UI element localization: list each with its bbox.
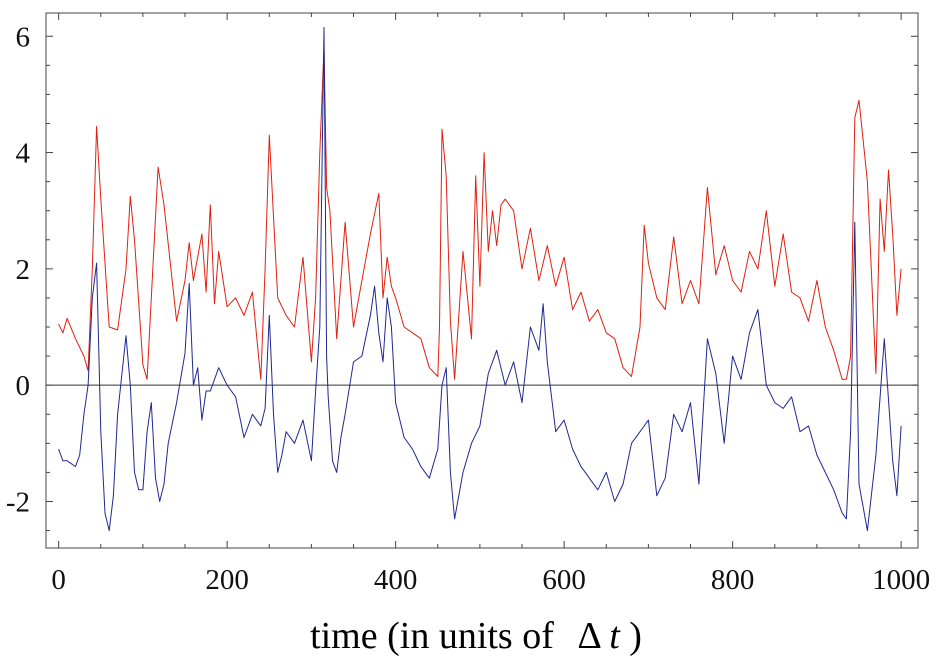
x-tick-label: 1000 — [872, 564, 930, 596]
x-tick-label: 600 — [542, 564, 586, 596]
x-axis-title: time (in units of Δ t ) — [310, 615, 642, 657]
x-axis-title-delta: Δ — [577, 615, 601, 657]
x-axis-title-suffix: ) — [629, 615, 642, 657]
y-tick-label: 6 — [16, 21, 31, 53]
x-tick-label: 400 — [374, 564, 418, 596]
y-tick-label: 0 — [16, 370, 31, 402]
y-tick-label: 4 — [16, 138, 31, 170]
x-tick-label: 0 — [51, 564, 66, 596]
series-line-1 — [58, 47, 902, 380]
x-axis-title-var: t — [609, 615, 621, 657]
y-tick-label: -2 — [6, 486, 30, 518]
series-line-2 — [58, 27, 902, 532]
x-tick-label: 200 — [205, 564, 249, 596]
x-axis-title-prefix: time (in units of — [310, 615, 554, 657]
y-tick-label: 2 — [16, 254, 31, 286]
x-tick-label: 800 — [711, 564, 755, 596]
plot-frame — [45, 12, 919, 549]
